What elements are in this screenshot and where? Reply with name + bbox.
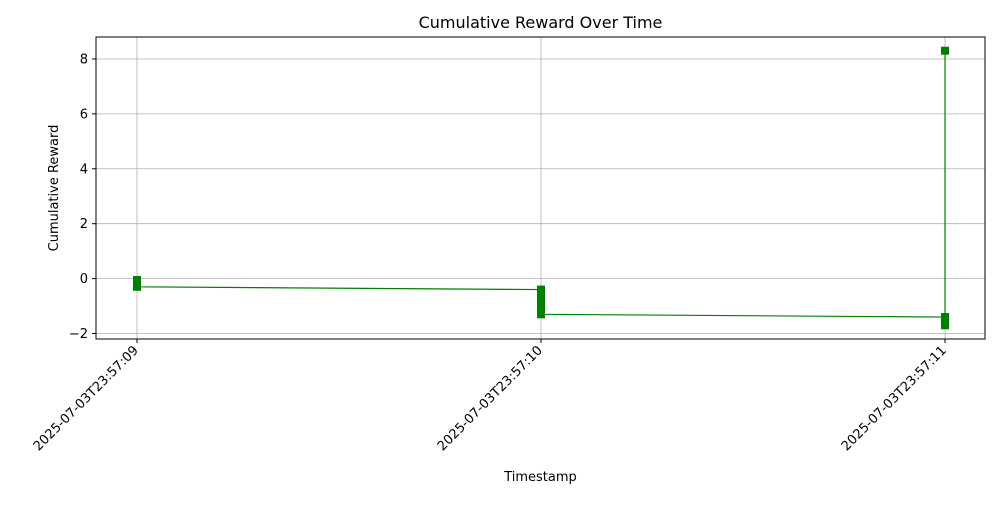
series-layer — [133, 46, 949, 330]
x-axis-label: Timestamp — [503, 470, 577, 485]
y-tick-label: −2 — [69, 327, 88, 342]
data-point-marker — [941, 321, 949, 330]
y-axis: −2 0 2 4 6 8 — [69, 52, 96, 342]
data-point-marker — [537, 310, 545, 319]
y-tick-label: 2 — [80, 217, 88, 232]
data-point-marker — [133, 282, 141, 291]
y-tick-label: 4 — [80, 162, 88, 177]
y-tick-label: 6 — [80, 107, 88, 122]
data-point-marker — [941, 313, 949, 322]
y-tick-label: 0 — [80, 272, 88, 287]
y-tick-label: 8 — [80, 52, 88, 67]
y-axis-label: Cumulative Reward — [47, 125, 62, 252]
chart-title: Cumulative Reward Over Time — [419, 13, 663, 32]
data-point-marker — [941, 46, 949, 55]
